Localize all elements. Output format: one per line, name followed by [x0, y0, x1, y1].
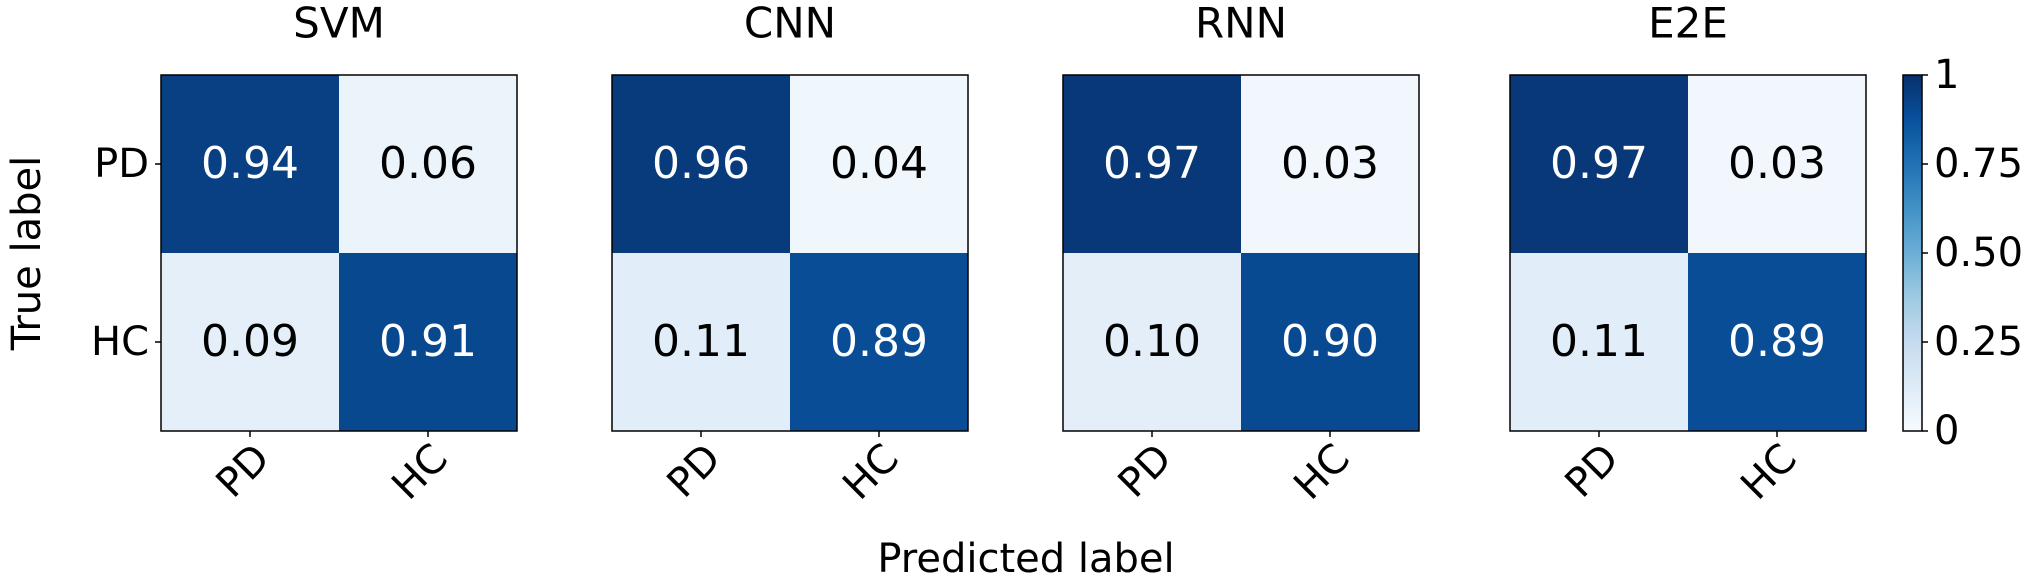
cell-label: 0.04 [830, 138, 928, 189]
cell [161, 75, 340, 254]
cell [339, 75, 518, 254]
cell-label: 0.06 [379, 138, 477, 189]
cell-label: 0.96 [652, 138, 750, 189]
cell [1063, 253, 1242, 432]
cell-label: 0.94 [201, 138, 299, 189]
cell-label: 0.03 [1728, 138, 1826, 189]
colorbar-tick-label: 0.25 [1934, 319, 2023, 365]
x-tick-label: HC [1732, 435, 1806, 509]
cell-label: 0.91 [379, 316, 477, 367]
chart-title: RNN [1195, 0, 1287, 48]
cell-label: 0.03 [1281, 138, 1379, 189]
colorbar-tick-label: 0.75 [1934, 141, 2023, 187]
x-tick-label: PD [207, 435, 278, 506]
chart-title: SVM [293, 0, 385, 48]
cell-label: 0.09 [201, 316, 299, 367]
x-tick-label: HC [383, 435, 457, 509]
cell-label: 0.11 [652, 316, 750, 367]
chart-title: CNN [744, 0, 836, 48]
plot-frame [1062, 74, 1420, 432]
x-tick-label: HC [834, 435, 908, 509]
x-tick-label: PD [1109, 435, 1180, 506]
plot-frame [611, 74, 969, 432]
cell-label: 0.11 [1550, 316, 1648, 367]
cell-label: 0.97 [1103, 138, 1201, 189]
cell [612, 75, 791, 254]
cell [1510, 253, 1689, 432]
cell [1241, 253, 1420, 432]
cell-label: 0.10 [1103, 316, 1201, 367]
colorbar-tick-label: 0.50 [1934, 230, 2023, 276]
colorbar [1902, 74, 1923, 432]
cell [1688, 75, 1867, 254]
y-tick-label: PD [94, 141, 149, 187]
plot-frame [160, 74, 518, 432]
plot-frame [1509, 74, 1867, 432]
x-axis-label: Predicted label [877, 536, 1174, 582]
y-tick-label: HC [91, 319, 149, 365]
colorbar-tick-label: 1 [1934, 52, 1959, 98]
colorbar-tick-label: 0 [1934, 408, 1959, 454]
cell [339, 253, 518, 432]
cell [1241, 75, 1420, 254]
cell-label: 0.89 [1728, 316, 1826, 367]
cell [612, 253, 791, 432]
cell [1510, 75, 1689, 254]
cell [1063, 75, 1242, 254]
cell-label: 0.90 [1281, 316, 1379, 367]
chart-title: E2E [1648, 0, 1728, 48]
x-tick-label: PD [658, 435, 729, 506]
x-tick-label: PD [1556, 435, 1627, 506]
y-axis-label: True label [4, 156, 50, 351]
cell [790, 253, 969, 432]
cell [161, 253, 340, 432]
cell-label: 0.89 [830, 316, 928, 367]
cell-label: 0.97 [1550, 138, 1648, 189]
cell [1688, 253, 1867, 432]
cell [790, 75, 969, 254]
x-tick-label: HC [1285, 435, 1359, 509]
